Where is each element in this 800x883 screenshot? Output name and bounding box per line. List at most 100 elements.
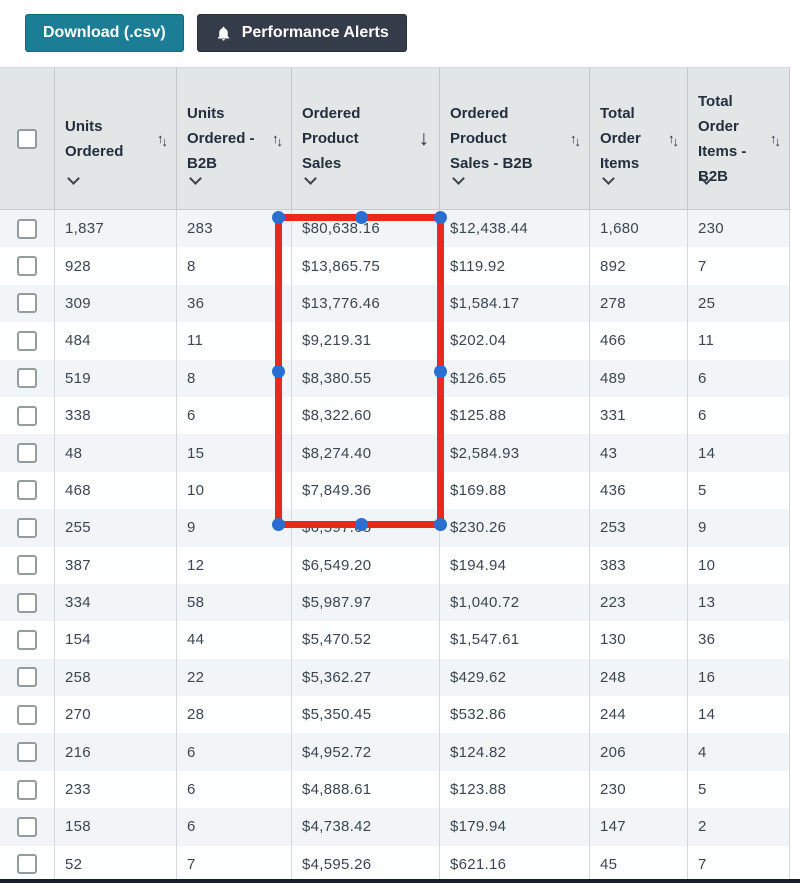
cell-ordered-product-sales-b2b: $202.04 (440, 322, 590, 360)
annotation-handle-top-right[interactable] (433, 210, 447, 224)
cell-units-ordered-b2b: 6 (177, 770, 292, 809)
sort-toggle-icon[interactable]: ↑↓ (770, 131, 781, 149)
cell-ordered-product-sales-b2b: $124.82 (440, 733, 590, 771)
header-cell-units-ordered-b2b[interactable]: Units Ordered - B2B ↑↓ (177, 68, 292, 209)
cell-units-ordered-b2b: 7 (177, 845, 292, 883)
annotation-handle-bottom-center[interactable] (354, 517, 368, 531)
cell-ordered-product-sales: $4,595.26 (292, 845, 440, 883)
row-checkbox[interactable] (17, 368, 37, 389)
cell-ordered-product-sales: $8,274.40 (292, 434, 440, 472)
table-row: 52 7 $4,595.26 $621.16 45 7 (0, 845, 790, 883)
table-row: 158 6 $4,738.42 $179.94 147 2 (0, 808, 790, 846)
row-checkbox[interactable] (17, 330, 37, 351)
row-checkbox[interactable] (17, 293, 37, 314)
row-checkbox[interactable] (17, 704, 37, 725)
row-select-cell (0, 471, 55, 510)
annotation-rectangle[interactable] (275, 214, 444, 528)
row-select-cell (0, 696, 55, 734)
annotation-handle-top-left[interactable] (271, 210, 285, 224)
header-cell-ordered-product-sales[interactable]: Ordered Product Sales ↓ (292, 68, 440, 209)
row-select-cell (0, 210, 55, 248)
cell-units-ordered: 52 (55, 845, 177, 883)
cell-ordered-product-sales: $5,362.27 (292, 658, 440, 697)
cell-ordered-product-sales: $9,219.31 (292, 322, 440, 360)
download-csv-button[interactable]: Download (.csv) (25, 14, 184, 52)
row-checkbox[interactable] (17, 854, 37, 875)
table-row: 334 58 $5,987.97 $1,040.72 223 13 (0, 583, 790, 622)
cell-total-order-items-b2b: 7 (688, 845, 790, 883)
cell-ordered-product-sales: $5,470.52 (292, 621, 440, 659)
row-select-cell (0, 546, 55, 584)
window-bottom-edge (0, 879, 800, 883)
annotation-handle-mid-left[interactable] (271, 364, 285, 378)
business-report-table: Units Ordered ↑↓ Units Ordered - B2B ↑↓ Orde… (0, 67, 790, 883)
row-checkbox[interactable] (17, 405, 37, 426)
cell-ordered-product-sales-b2b: $123.88 (440, 770, 590, 809)
cell-total-order-items: 223 (590, 583, 688, 622)
sort-descending-icon[interactable]: ↓ (418, 126, 430, 150)
annotation-handle-top-center[interactable] (354, 210, 368, 224)
cell-total-order-items-b2b: 14 (688, 434, 790, 472)
cell-units-ordered: 519 (55, 359, 177, 397)
row-checkbox[interactable] (17, 443, 37, 464)
annotation-handle-bottom-right[interactable] (433, 517, 447, 531)
row-checkbox[interactable] (17, 517, 37, 538)
cell-units-ordered: 255 (55, 509, 177, 547)
table-row: 309 36 $13,776.46 $1,584.17 278 25 (0, 284, 790, 323)
column-label: Ordered Product Sales - B2B (450, 105, 533, 172)
row-checkbox[interactable] (17, 742, 37, 763)
performance-alerts-button[interactable]: Performance Alerts (196, 14, 407, 52)
row-checkbox[interactable] (17, 218, 37, 239)
table-header: Units Ordered ↑↓ Units Ordered - B2B ↑↓ Orde… (0, 67, 790, 210)
cell-units-ordered: 233 (55, 770, 177, 809)
row-checkbox[interactable] (17, 592, 37, 613)
row-checkbox[interactable] (17, 256, 37, 277)
cell-ordered-product-sales-b2b: $2,584.93 (440, 434, 590, 472)
cell-ordered-product-sales-b2b: $119.92 (440, 247, 590, 285)
cell-total-order-items-b2b: 5 (688, 471, 790, 510)
annotation-handle-bottom-left[interactable] (271, 517, 285, 531)
cell-units-ordered: 216 (55, 733, 177, 771)
cell-total-order-items: 253 (590, 509, 688, 547)
cell-ordered-product-sales: $6,549.20 (292, 546, 440, 584)
cell-ordered-product-sales: $4,888.61 (292, 770, 440, 809)
sort-toggle-icon[interactable]: ↑↓ (157, 131, 168, 149)
cell-ordered-product-sales: $8,380.55 (292, 359, 440, 397)
row-checkbox[interactable] (17, 480, 37, 501)
row-checkbox[interactable] (17, 667, 37, 688)
row-select-cell (0, 808, 55, 846)
cell-ordered-product-sales-b2b: $1,584.17 (440, 284, 590, 323)
header-cell-ordered-product-sales-b2b[interactable]: Ordered Product Sales - B2B ↑↓ (440, 68, 590, 209)
cell-total-order-items: 244 (590, 696, 688, 734)
select-all-checkbox[interactable] (17, 128, 37, 149)
cell-units-ordered: 484 (55, 322, 177, 360)
table-row: 154 44 $5,470.52 $1,547.61 130 36 (0, 621, 790, 659)
chevron-down-icon[interactable] (67, 172, 80, 185)
sort-toggle-icon[interactable]: ↑↓ (668, 131, 679, 149)
cell-ordered-product-sales-b2b: $126.65 (440, 359, 590, 397)
cell-total-order-items-b2b: 13 (688, 583, 790, 622)
sort-toggle-icon[interactable]: ↑↓ (272, 131, 283, 149)
row-checkbox[interactable] (17, 816, 37, 837)
performance-alerts-label: Performance Alerts (241, 24, 389, 41)
header-cell-total-order-items-b2b[interactable]: Total Order Items - B2B ↑↓ (688, 68, 790, 209)
sort-toggle-icon[interactable]: ↑↓ (570, 131, 581, 149)
row-select-cell (0, 322, 55, 360)
header-cell-total-order-items[interactable]: Total Order Items ↑↓ (590, 68, 688, 209)
cell-total-order-items-b2b: 5 (688, 770, 790, 809)
header-cell-select-all (0, 68, 55, 209)
cell-total-order-items: 1,680 (590, 210, 688, 248)
cell-total-order-items-b2b: 2 (688, 808, 790, 846)
header-cell-units-ordered[interactable]: Units Ordered ↑↓ (55, 68, 177, 209)
cell-units-ordered: 338 (55, 396, 177, 435)
row-checkbox[interactable] (17, 779, 37, 800)
cell-ordered-product-sales: $5,350.45 (292, 696, 440, 734)
cell-total-order-items: 466 (590, 322, 688, 360)
annotation-handle-mid-right[interactable] (433, 364, 447, 378)
row-checkbox[interactable] (17, 555, 37, 576)
cell-units-ordered: 468 (55, 471, 177, 510)
cell-units-ordered-b2b: 8 (177, 359, 292, 397)
row-checkbox[interactable] (17, 629, 37, 650)
cell-units-ordered-b2b: 28 (177, 696, 292, 734)
cell-total-order-items: 248 (590, 658, 688, 697)
